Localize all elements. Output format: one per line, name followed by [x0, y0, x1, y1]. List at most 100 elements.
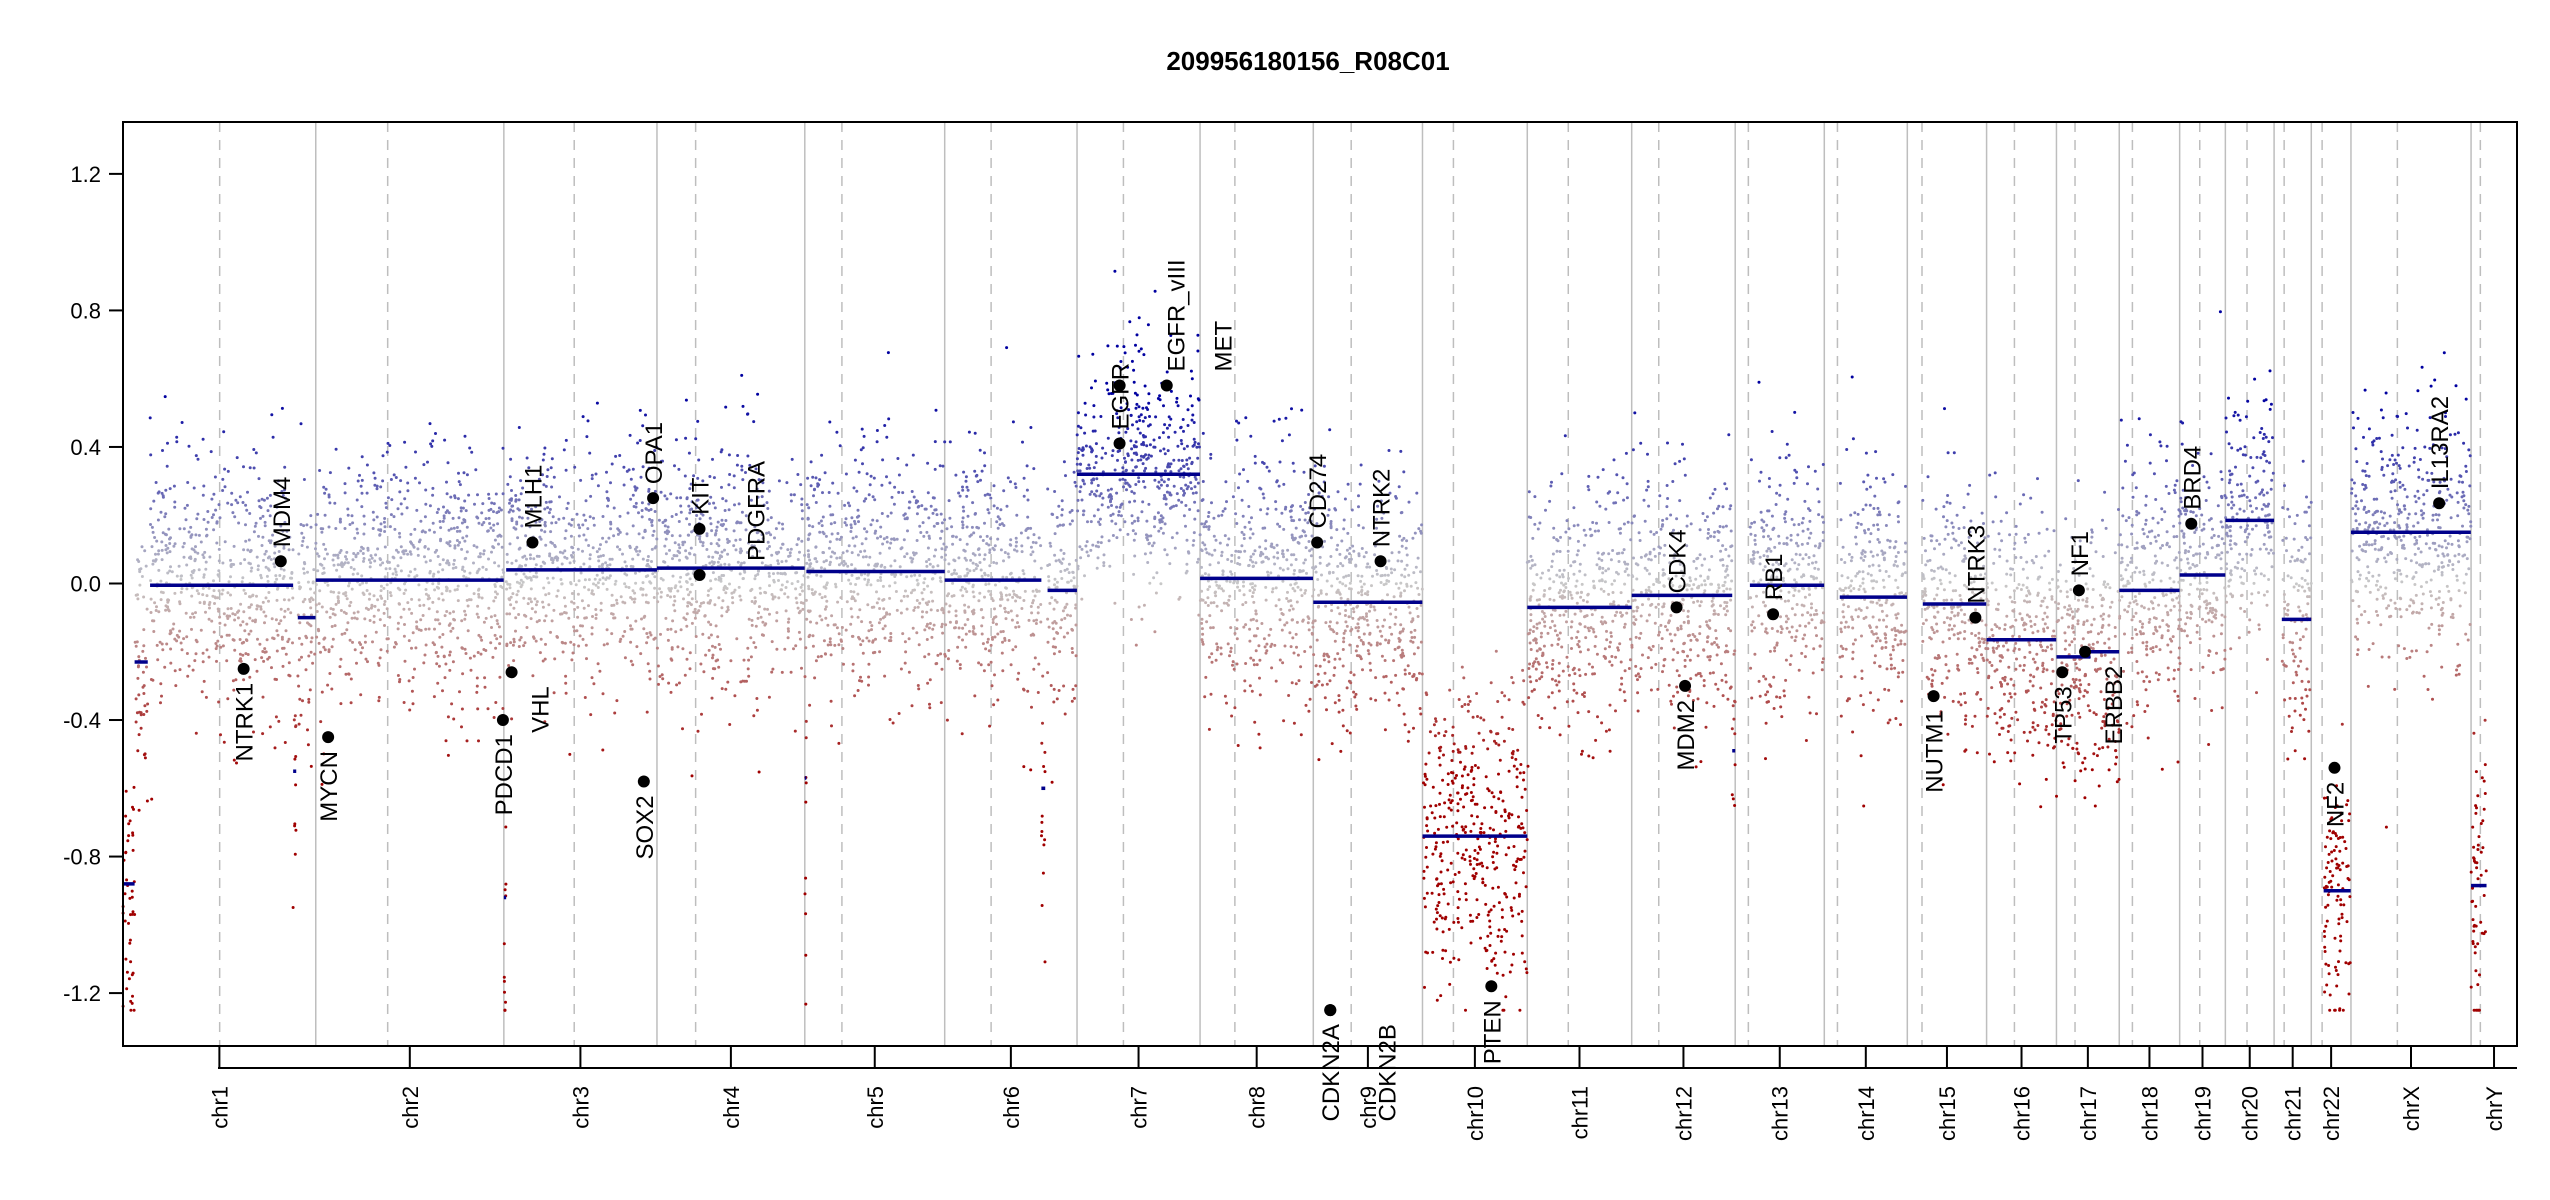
probe-point	[273, 551, 277, 555]
probe-point	[143, 549, 147, 553]
probe-point	[858, 637, 862, 641]
probe-point	[435, 662, 439, 666]
probe-point	[144, 564, 148, 568]
probe-point	[1099, 415, 1103, 418]
probe-point	[436, 570, 440, 574]
probe-point	[447, 511, 451, 515]
probe-point	[689, 546, 693, 550]
probe-point	[242, 465, 245, 469]
probe-point	[643, 614, 647, 618]
probe-point	[528, 553, 532, 557]
probe-point	[998, 523, 1002, 527]
probe-point	[641, 424, 645, 428]
probe-point	[1093, 429, 1097, 433]
probe-point	[150, 797, 154, 801]
probe-point	[161, 531, 165, 535]
probe-point	[928, 562, 932, 566]
probe-point	[785, 580, 789, 584]
probe-point	[359, 549, 363, 553]
probe-point	[750, 623, 754, 627]
probe-point	[1226, 603, 1230, 607]
probe-point	[1288, 631, 1292, 635]
probe-point	[455, 526, 459, 529]
probe-point	[1092, 478, 1096, 482]
probe-point	[225, 659, 229, 663]
probe-point	[713, 506, 717, 510]
probe-point	[1345, 624, 1349, 628]
probe-point	[1175, 492, 1179, 496]
probe-point	[277, 719, 281, 723]
probe-point	[1032, 533, 1036, 537]
probe-point	[381, 561, 385, 565]
probe-point	[277, 479, 280, 483]
probe-point	[1067, 571, 1071, 575]
probe-point	[356, 479, 360, 483]
probe-point	[1179, 439, 1183, 442]
probe-point	[382, 611, 386, 615]
probe-point	[453, 546, 457, 550]
probe-point	[320, 605, 324, 609]
probe-point	[1124, 430, 1128, 434]
probe-point	[1074, 623, 1078, 627]
probe-point	[479, 652, 483, 656]
probe-point	[746, 667, 750, 671]
probe-point	[1022, 687, 1025, 691]
probe-point	[1030, 705, 1033, 709]
probe-point	[394, 641, 397, 644]
probe-point	[925, 560, 928, 564]
probe-point	[1376, 504, 1380, 508]
probe-point	[961, 488, 965, 492]
probe-point	[323, 557, 326, 561]
probe-point	[532, 635, 535, 639]
probe-point	[779, 572, 783, 575]
probe-point	[695, 506, 699, 510]
probe-point	[980, 624, 984, 628]
probe-point	[1089, 548, 1093, 552]
probe-point	[1090, 490, 1094, 494]
probe-point	[859, 643, 863, 647]
probe-point	[1164, 502, 1168, 506]
probe-point	[714, 529, 718, 533]
probe-point	[1394, 673, 1398, 677]
probe-point	[979, 478, 982, 482]
probe-point	[1364, 551, 1368, 554]
probe-point	[185, 503, 189, 507]
probe-point	[992, 504, 996, 508]
probe-point	[765, 531, 769, 535]
probe-point	[666, 638, 670, 642]
probe-point	[418, 604, 422, 608]
probe-point	[1022, 494, 1026, 498]
probe-point	[996, 537, 1000, 541]
probe-point	[432, 695, 436, 699]
probe-point	[1330, 609, 1334, 613]
probe-point	[406, 601, 410, 605]
probe-point	[406, 489, 410, 493]
probe-point	[370, 556, 374, 560]
probe-point	[870, 624, 874, 628]
probe-point	[180, 574, 183, 578]
probe-point	[1162, 447, 1166, 451]
probe-point	[187, 530, 191, 534]
probe-point	[560, 562, 564, 566]
probe-point	[366, 660, 369, 664]
probe-point	[221, 477, 225, 481]
probe-point	[570, 600, 574, 604]
probe-point	[716, 635, 720, 639]
probe-point	[1254, 649, 1258, 653]
probe-point	[337, 591, 341, 595]
probe-point	[1320, 573, 1323, 577]
probe-point	[755, 697, 759, 700]
probe-point	[202, 602, 206, 605]
probe-point	[1341, 708, 1345, 712]
probe-point	[463, 539, 467, 543]
probe-point	[421, 529, 425, 533]
probe-point	[809, 460, 813, 464]
probe-point	[347, 584, 351, 588]
probe-point	[156, 658, 160, 662]
probe-point	[752, 420, 756, 424]
probe-point	[655, 445, 659, 449]
probe-point	[621, 552, 624, 556]
probe-point	[850, 563, 854, 567]
probe-point	[151, 619, 154, 623]
probe-point	[360, 478, 364, 482]
